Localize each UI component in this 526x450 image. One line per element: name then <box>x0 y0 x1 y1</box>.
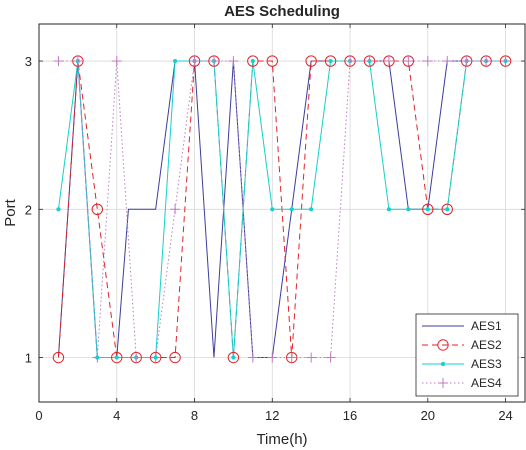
data-point-aes2 <box>52 351 65 364</box>
data-point-aes4 <box>170 204 181 215</box>
data-point-aes3 <box>309 207 314 212</box>
x-tick-label: 12 <box>265 408 279 423</box>
data-point-aes4 <box>325 352 336 363</box>
data-point-aes4 <box>247 352 258 363</box>
data-point-aes2 <box>149 351 162 364</box>
data-point-aes2 <box>169 351 181 364</box>
data-point-aes4 <box>500 56 511 67</box>
legend-label-aes4: AES4 <box>471 376 502 390</box>
data-point-aes2 <box>422 203 434 215</box>
data-point-aes4 <box>481 56 492 67</box>
data-point-aes4 <box>422 56 433 67</box>
data-point-aes4 <box>306 352 317 363</box>
data-point-aes2 <box>305 55 317 67</box>
x-tick-label: 24 <box>498 408 512 423</box>
data-point-aes4 <box>189 56 200 67</box>
legend-marker-aes3 <box>440 361 446 367</box>
data-point-aes3 <box>114 355 119 360</box>
data-point-aes4 <box>92 352 103 363</box>
x-axis-label: Time(h) <box>256 431 307 448</box>
data-point-aes3 <box>445 207 450 212</box>
data-point-aes2 <box>383 55 395 67</box>
data-point-aes4 <box>228 56 239 67</box>
data-point-aes4 <box>111 56 122 67</box>
data-point-aes2 <box>227 351 240 364</box>
legend-label-aes2: AES2 <box>471 338 502 352</box>
data-point-aes4 <box>345 56 356 67</box>
chart-title: AES Scheduling <box>224 3 340 20</box>
data-point-aes4 <box>383 56 394 67</box>
data-point-aes3 <box>406 207 411 212</box>
data-point-aes2 <box>266 55 278 67</box>
data-point-aes4 <box>286 352 297 363</box>
data-point-aes2 <box>344 55 356 67</box>
legend-label-aes1: AES1 <box>471 319 502 333</box>
data-point-aes2 <box>324 55 337 67</box>
data-point-aes4 <box>364 56 375 67</box>
data-point-aes4 <box>403 56 414 67</box>
data-point-aes4 <box>267 352 278 363</box>
data-point-aes2 <box>480 55 492 67</box>
data-point-aes2 <box>91 203 104 215</box>
data-point-aes2 <box>188 55 201 67</box>
x-tick-label: 4 <box>113 408 120 423</box>
data-point-aes2 <box>111 351 123 364</box>
y-tick-label: 3 <box>25 54 32 69</box>
data-point-aes4 <box>53 56 64 67</box>
x-tick-label: 16 <box>343 408 357 423</box>
data-point-aes3 <box>425 207 430 212</box>
data-point-aes2 <box>363 55 376 67</box>
data-point-aes4 <box>131 352 142 363</box>
data-point-aes2 <box>441 203 453 215</box>
legend-box <box>415 313 519 397</box>
data-point-aes4 <box>208 56 219 67</box>
plot-frame <box>38 23 526 403</box>
data-point-aes4 <box>150 352 161 363</box>
legend: AES1 AES2 AES3 AES4 <box>415 313 519 397</box>
data-point-aes2 <box>286 351 298 364</box>
y-tick-label: 2 <box>25 202 32 217</box>
data-point-aes2 <box>130 351 142 364</box>
data-point-aes3 <box>172 58 178 64</box>
y-axis-label: Port <box>2 198 19 226</box>
legend-marker-aes4 <box>438 378 448 388</box>
data-point-aes2 <box>499 55 512 67</box>
x-tick-label: 8 <box>191 408 198 423</box>
data-point-aes4 <box>461 56 472 67</box>
x-axis-ticks: 0 4 8 12 16 20 24 <box>35 24 513 423</box>
data-point-aes2 <box>460 55 473 67</box>
data-point-aes3 <box>328 58 333 64</box>
data-point-aes2 <box>208 55 220 67</box>
data-point-aes3 <box>289 207 294 212</box>
data-point-aes3 <box>270 207 275 212</box>
x-tick-label: 20 <box>421 408 435 423</box>
legend-label-aes3: AES3 <box>471 357 502 371</box>
data-point-aes3 <box>231 355 236 360</box>
y-tick-label: 1 <box>25 351 32 366</box>
x-tick-label: 0 <box>35 408 42 423</box>
data-point-aes2 <box>72 55 84 67</box>
data-point-aes3 <box>250 58 255 64</box>
y-axis-ticks: 1 2 3 <box>25 54 525 366</box>
data-point-aes3 <box>386 207 392 212</box>
data-point-aes2 <box>247 55 259 67</box>
markers-layer <box>52 55 512 364</box>
data-point-aes4 <box>442 56 453 67</box>
data-point-aes4 <box>72 56 83 67</box>
legend-marker-aes2 <box>437 339 449 351</box>
data-point-aes2 <box>402 55 415 67</box>
data-point-aes3 <box>56 207 61 212</box>
